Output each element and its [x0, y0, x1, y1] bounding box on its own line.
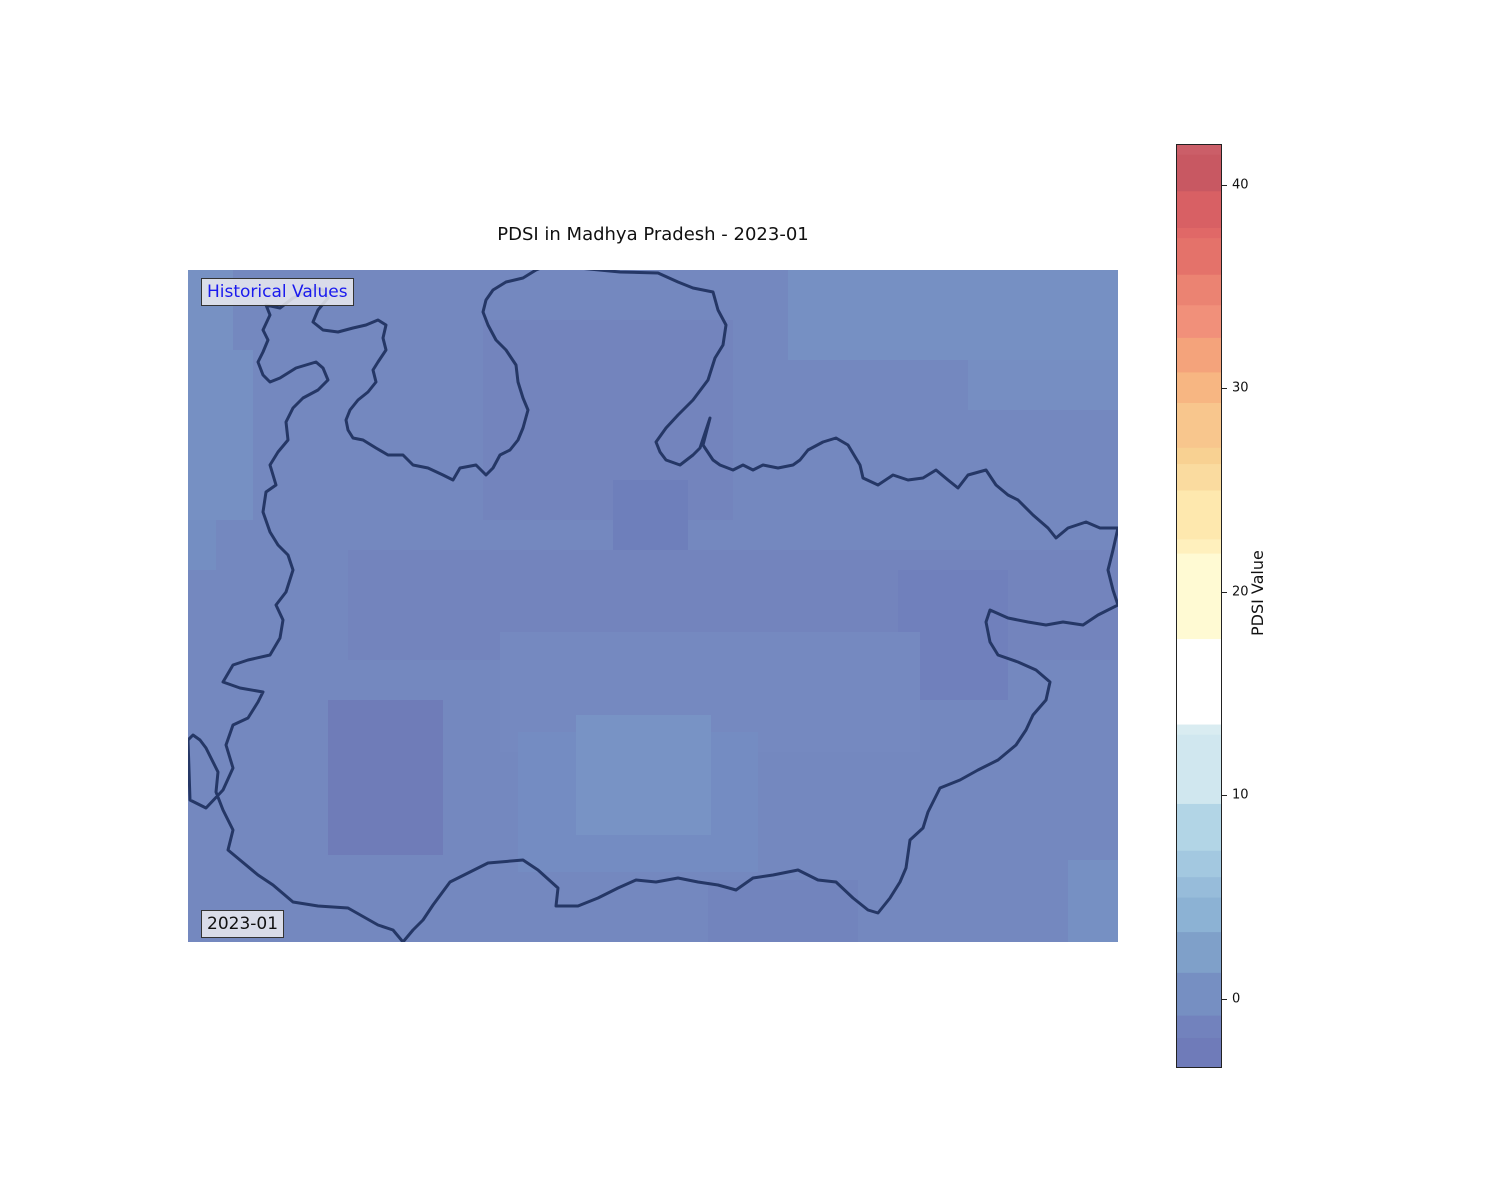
colorbar-band-12 [1176, 538, 1222, 554]
colorbar-tick-mark-4 [1222, 184, 1227, 186]
colorbar-band-10 [1176, 638, 1222, 725]
colorbar-band-9 [1176, 724, 1222, 735]
pdsi-map [188, 270, 1118, 942]
colorbar-band-8 [1176, 734, 1222, 804]
raster-cell [576, 715, 711, 835]
pdsi-raster [188, 270, 1118, 942]
colorbar-band-18 [1176, 337, 1222, 373]
colorbar-tick-mark-2 [1222, 591, 1227, 593]
raster-cell [188, 520, 216, 570]
colorbar-band-14 [1176, 463, 1222, 491]
colorbar-tick-mark-0 [1222, 998, 1227, 1000]
colorbar-band-17 [1176, 371, 1222, 403]
date-label: 2023-01 [201, 910, 285, 938]
colorbar-band-23 [1176, 190, 1222, 228]
colorbar-band-6 [1176, 850, 1222, 878]
colorbar-label: PDSI Value [1248, 550, 1267, 636]
colorbar-tick-label-2: 20 [1232, 584, 1249, 600]
colorbar-band-1 [1176, 1015, 1222, 1038]
raster-cell [788, 270, 1118, 360]
colorbar-tick-label-4: 40 [1232, 177, 1249, 193]
colorbar-band-19 [1176, 304, 1222, 338]
colorbar-band-21 [1176, 237, 1222, 275]
colorbar-band-22 [1176, 227, 1222, 239]
colorbar-band-13 [1176, 489, 1222, 540]
colorbar-band-16 [1176, 402, 1222, 448]
colorbar-band-0 [1176, 1037, 1222, 1068]
colorbar-band-3 [1176, 931, 1222, 973]
colorbar-tick-mark-1 [1222, 795, 1227, 797]
colorbar-tick-label-3: 30 [1232, 380, 1249, 396]
state-boundary [188, 270, 1118, 942]
colorbar-tick-label-1: 10 [1232, 787, 1249, 803]
colorbar-band-4 [1176, 897, 1222, 933]
raster-cell [1068, 860, 1118, 942]
colorbar-band-5 [1176, 876, 1222, 898]
colorbar-band-7 [1176, 803, 1222, 851]
raster-cell [483, 320, 733, 520]
historical-values-legend: Historical Values [201, 278, 354, 306]
raster-cell [328, 700, 443, 855]
raster-cell [613, 480, 688, 560]
colorbar-band-15 [1176, 447, 1222, 465]
colorbar-band-11 [1176, 553, 1222, 640]
colorbar-band-25 [1176, 144, 1222, 155]
colorbar-band-24 [1176, 154, 1222, 192]
colorbar-tick-label-0: 0 [1232, 991, 1241, 1007]
raster-cell [188, 350, 253, 520]
raster-cell [968, 360, 1118, 410]
colorbar-band-2 [1176, 972, 1222, 1016]
map-title: PDSI in Madhya Pradesh - 2023-01 [497, 224, 809, 245]
colorbar [1176, 144, 1222, 1068]
colorbar-frame [1176, 144, 1222, 1068]
colorbar-band-20 [1176, 274, 1222, 306]
colorbar-bands [1176, 144, 1222, 1068]
colorbar-tick-mark-3 [1222, 388, 1227, 390]
